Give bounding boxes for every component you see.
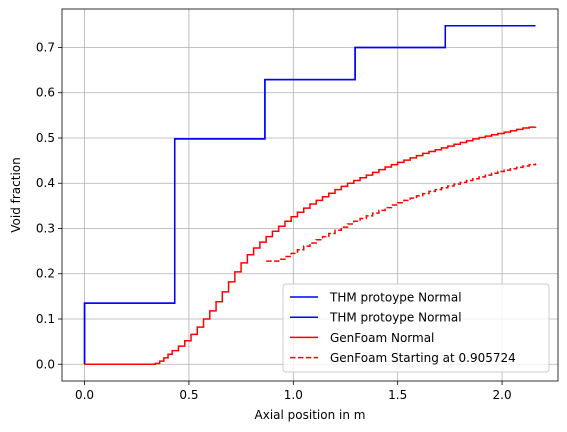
y-tick-label: 0.3 [36,221,55,235]
y-axis-ticks: 0.0 0.1 0.2 0.3 0.4 0.5 0.6 0.7 [36,40,62,371]
y-axis-label: Void fraction [9,157,23,232]
y-tick-label: 0.1 [36,312,55,326]
y-tick-label: 0.0 [36,357,55,371]
legend-label: THM protoype Normal [329,311,462,325]
x-axis-ticks: 0.0 0.5 1.0 1.5 2.0 [75,381,512,402]
x-tick-label: 2.0 [493,388,512,402]
legend-label: GenFoam Starting at 0.905724 [330,351,516,365]
legend-label: GenFoam Normal [330,331,434,345]
y-tick-label: 0.2 [36,267,55,281]
y-tick-label: 0.4 [36,176,55,190]
x-tick-label: 0.0 [75,388,94,402]
x-tick-label: 0.5 [179,388,198,402]
x-tick-label: 1.5 [388,388,407,402]
x-tick-label: 1.0 [284,388,303,402]
y-tick-label: 0.6 [36,86,55,100]
y-tick-label: 0.7 [36,40,55,54]
x-axis-label: Axial position in m [255,408,366,422]
legend: THM protoype Normal THM protoype Normal Ge… [283,284,549,372]
y-tick-label: 0.5 [36,131,55,145]
series-line-4 [266,163,535,261]
legend-label: THM protoype Normal [329,291,462,305]
